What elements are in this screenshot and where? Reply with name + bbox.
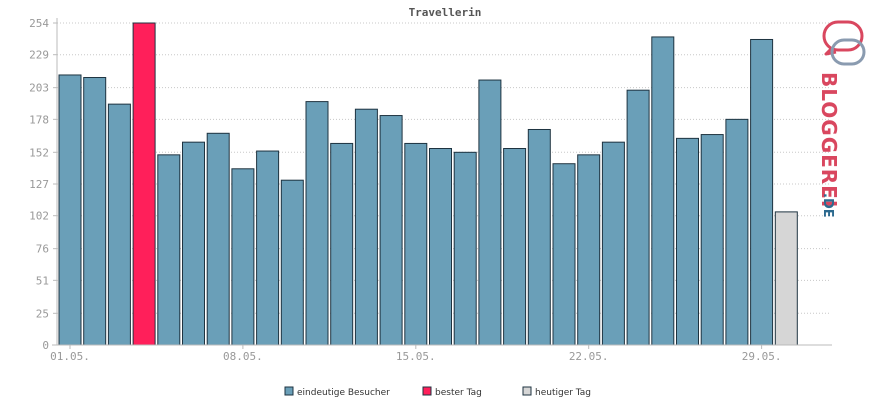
legend-label-regular: eindeutige Besucher (297, 388, 390, 398)
bar-10.05. (280, 179, 304, 346)
bar-22.05. (577, 154, 601, 346)
legend-swatch-best (422, 386, 432, 396)
bar-27.05. (700, 134, 724, 346)
y-tick-label: 76 (36, 243, 49, 256)
bar-28.05. (725, 118, 749, 346)
legend: eindeutige Besucher bester Tag heutiger … (284, 386, 591, 398)
legend-swatch-today (522, 386, 532, 396)
y-tick-label: 178 (29, 113, 49, 126)
bar-01.05. (58, 74, 82, 346)
brand-logo: BLOGGEREI .DE (817, 20, 866, 218)
chart-title: Travellerin (409, 6, 482, 19)
bar-24.05. (626, 89, 650, 346)
y-tick-label: 51 (36, 274, 49, 287)
y-tick-label: 25 (36, 307, 49, 320)
y-tick-label: 0 (42, 339, 49, 352)
chat-bubbles-logo-icon (822, 20, 866, 66)
y-axis-ticks: 254 229 203 178 152 127 102 76 51 25 0 (29, 17, 57, 352)
bar-20.05. (527, 128, 551, 346)
x-axis-ticks: 01.05. 08.05. 15.05. 22.05. 29.05. (50, 345, 781, 363)
bar-11.05. (305, 101, 329, 346)
axes (52, 18, 832, 346)
y-tick-label: 102 (29, 210, 49, 223)
bar-21.05. (552, 163, 576, 346)
bar-05.05. (157, 154, 181, 346)
brand-suffix: .DE (820, 193, 835, 218)
x-tick-label: 08.05. (223, 350, 263, 363)
bar-18.05. (478, 79, 502, 346)
brand-word: BLOGGEREI (817, 72, 841, 208)
bar-07.05. (206, 132, 230, 346)
legend-label-best: bester Tag (435, 388, 482, 398)
bar-16.05. (429, 148, 452, 346)
legend-item-best: bester Tag (422, 386, 482, 398)
bar-02.05. (83, 77, 107, 346)
bar-14.05. (379, 115, 403, 346)
bar-30.05. (774, 211, 798, 346)
x-tick-label: 01.05. (50, 350, 90, 363)
y-tick-label: 127 (29, 178, 49, 191)
bar-03.05. (107, 103, 131, 346)
y-tick-label: 229 (29, 49, 49, 62)
bar-26.05. (676, 137, 699, 346)
bar-25.05. (651, 36, 675, 346)
legend-item-today: heutiger Tag (522, 386, 591, 398)
x-tick-label: 29.05. (742, 350, 782, 363)
bar-23.05. (601, 141, 625, 346)
bar-15.05. (404, 142, 428, 346)
bar-29.05. (750, 38, 774, 346)
x-tick-label: 15.05. (396, 350, 436, 363)
bar-19.05. (503, 148, 527, 346)
bar-06.05. (182, 141, 205, 346)
bar-08.05. (231, 168, 255, 346)
bar-09.05. (256, 150, 280, 346)
bars (58, 22, 798, 346)
y-tick-label: 254 (29, 17, 49, 30)
bar-13.05. (354, 108, 378, 346)
y-tick-label: 152 (29, 146, 49, 159)
legend-label-today: heutiger Tag (535, 388, 591, 398)
bar-17.05. (453, 151, 477, 346)
y-tick-label: 203 (29, 82, 49, 95)
legend-item-regular: eindeutige Besucher (284, 386, 390, 398)
x-tick-label: 22.05. (569, 350, 609, 363)
legend-swatch-regular (284, 386, 294, 396)
bar-12.05. (330, 142, 354, 346)
bar-04.05. (132, 22, 156, 346)
